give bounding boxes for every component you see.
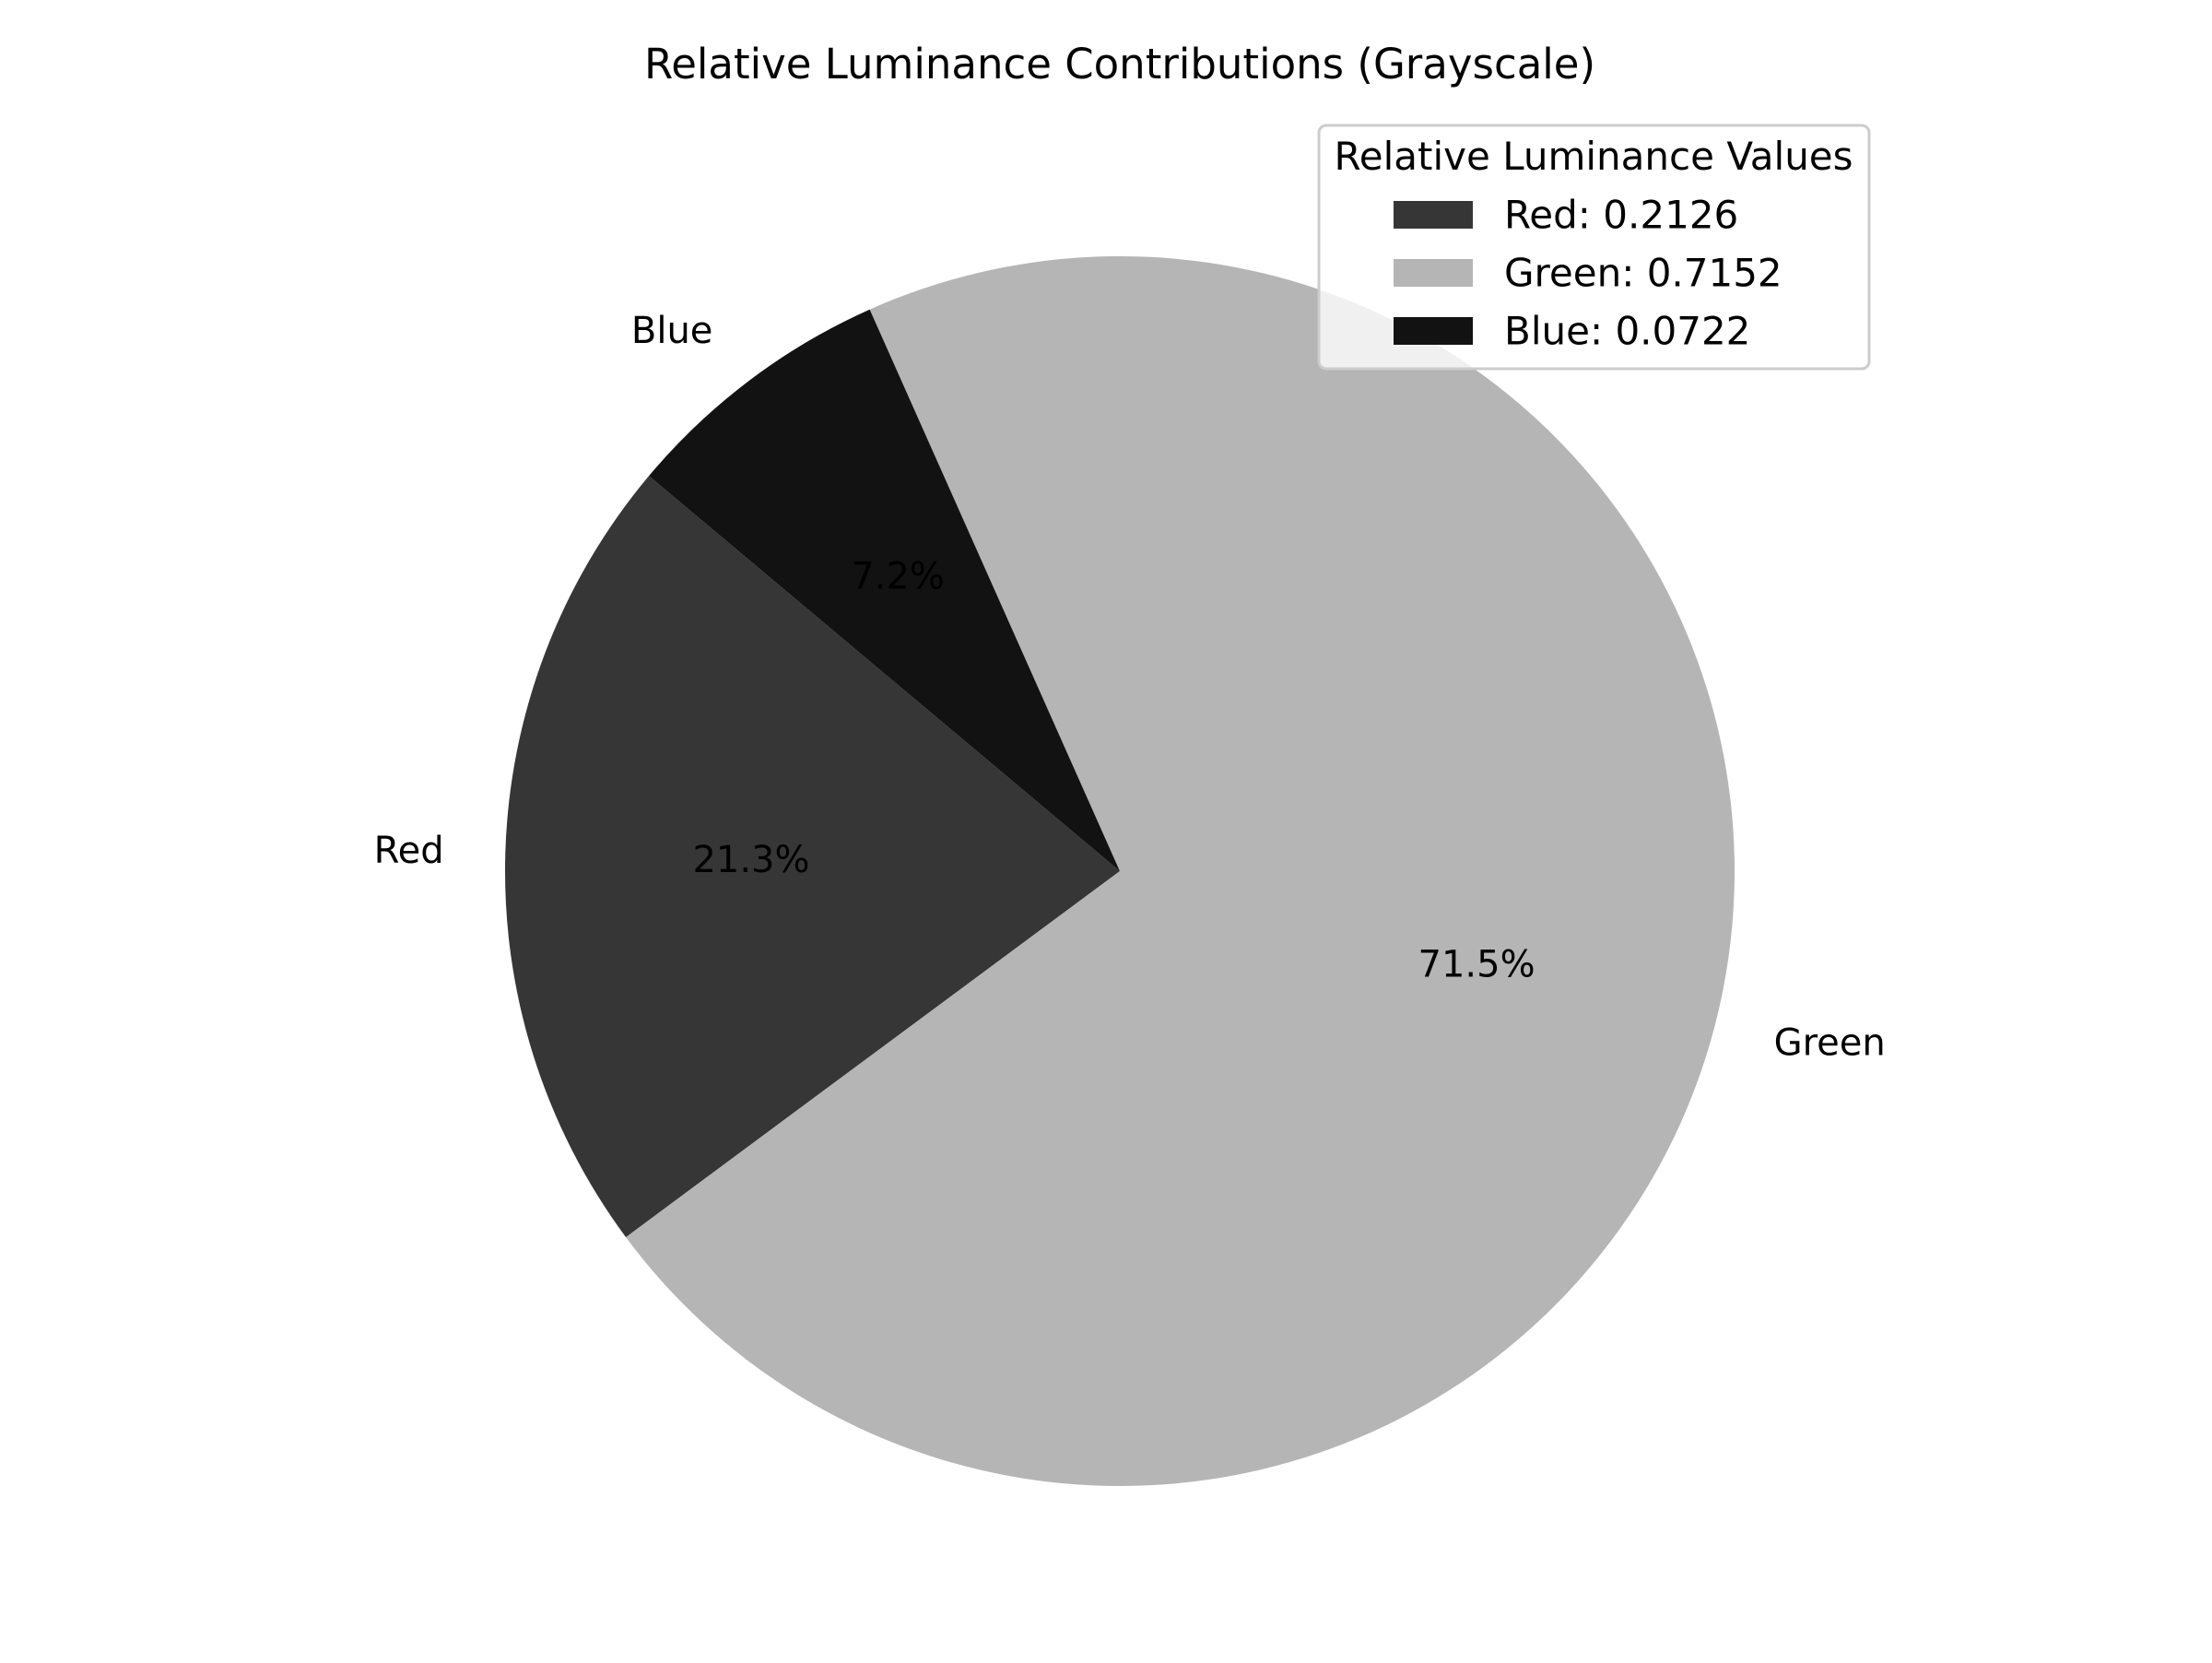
legend-title: Relative Luminance Values xyxy=(1334,134,1853,179)
legend-frame xyxy=(1317,124,1871,371)
chart-title: Relative Luminance Contributions (Graysc… xyxy=(644,40,1595,88)
slice-label-green: Green xyxy=(1774,1022,1886,1065)
legend-entries: Red: 0.2126 Green: 0.7152 Blue: 0.0722 xyxy=(1394,193,1783,354)
legend: Relative Luminance Values Red: 0.2126 Gre… xyxy=(1317,124,1871,371)
legend-entry-red: Red: 0.2126 xyxy=(1504,193,1738,238)
percent-labels: 21.3% 71.5% 7.2% xyxy=(692,555,1535,985)
slice-label-blue: Blue xyxy=(631,310,713,352)
pie-slices xyxy=(504,255,1735,1487)
pie-slice-red xyxy=(504,476,1120,1238)
slice-labels: Red Green Blue xyxy=(374,310,1886,1064)
slice-label-red: Red xyxy=(374,830,444,872)
pie-slice-blue xyxy=(649,309,1120,871)
legend-entry-blue: Blue: 0.0722 xyxy=(1504,309,1750,354)
legend-swatch-red xyxy=(1394,201,1473,229)
percent-label-green: 71.5% xyxy=(1418,944,1535,986)
legend-swatch-green xyxy=(1394,259,1473,287)
pie-slice-green xyxy=(626,255,1735,1487)
legend-entry-green: Green: 0.7152 xyxy=(1504,251,1783,296)
percent-label-blue: 7.2% xyxy=(851,555,945,597)
legend-swatch-blue xyxy=(1394,317,1473,345)
percent-label-red: 21.3% xyxy=(692,839,809,881)
